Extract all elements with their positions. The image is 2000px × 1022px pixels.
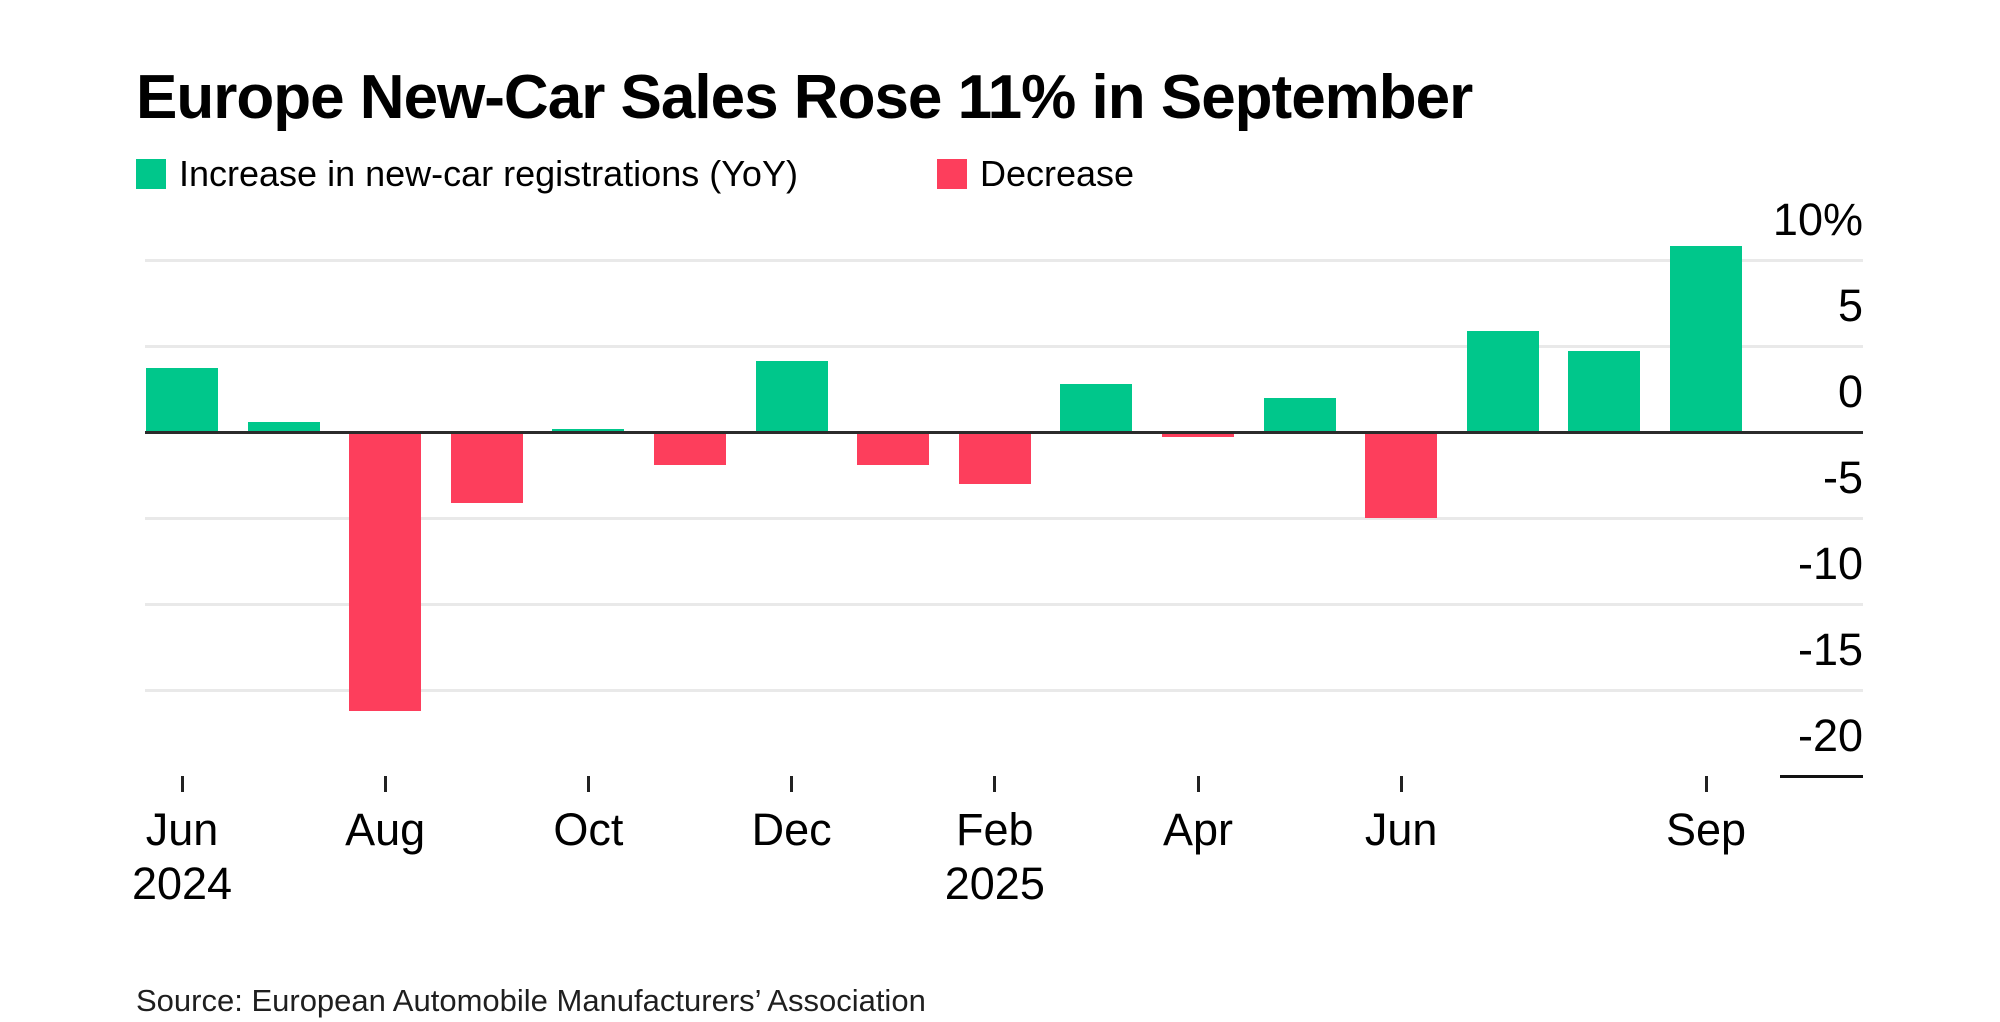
bar-jul-2024 bbox=[247, 421, 320, 432]
legend-decrease-label: Decrease bbox=[980, 153, 1135, 194]
bar-jun-2025 bbox=[1365, 432, 1438, 518]
gridline-5 bbox=[145, 344, 1863, 348]
x-axis-label-month: Aug bbox=[345, 804, 426, 855]
x-axis-label-month: Jun bbox=[145, 804, 219, 855]
zero-baseline bbox=[145, 430, 1863, 434]
x-axis-tick bbox=[790, 776, 794, 792]
x-axis-label-month: Apr bbox=[1162, 804, 1234, 855]
bar-dec-2024 bbox=[755, 361, 828, 432]
x-axis-label-year: 2025 bbox=[944, 858, 1045, 909]
x-axis-tick bbox=[586, 776, 590, 792]
bar-sep-2025 bbox=[1670, 246, 1742, 432]
x-axis-tick bbox=[180, 776, 184, 792]
x-axis-label-month: Feb bbox=[956, 804, 1034, 855]
bar-may-2025 bbox=[1263, 397, 1336, 432]
y-axis-label: -20 bbox=[1797, 710, 1863, 761]
gridline--10 bbox=[145, 602, 1863, 606]
legend-increase-swatch bbox=[136, 159, 166, 189]
bar-apr-2025 bbox=[1162, 432, 1234, 438]
legend-decrease-swatch bbox=[937, 159, 967, 189]
legend-item-decrease: Decrease bbox=[937, 153, 1134, 194]
x-axis-label-month: Dec bbox=[751, 804, 832, 855]
bar-nov-2024 bbox=[654, 432, 726, 465]
bar-sep-2024 bbox=[450, 432, 523, 503]
chart-title: Europe New-Car Sales Rose 11% in Septemb… bbox=[136, 63, 1473, 132]
x-axis-tick bbox=[1704, 776, 1708, 792]
gridline--15 bbox=[145, 688, 1863, 692]
bar-mar-2025 bbox=[1060, 383, 1133, 432]
legend-increase-label: Increase in new-car registrations (YoY) bbox=[179, 153, 798, 194]
bar-feb-2025 bbox=[958, 432, 1031, 484]
y-axis-label: 5 bbox=[1837, 280, 1863, 331]
x-axis-label-month: Jun bbox=[1364, 804, 1438, 855]
y-axis-label: -10 bbox=[1797, 538, 1863, 589]
source-note: Source: European Automobile Manufacturer… bbox=[136, 983, 926, 1018]
gridline--5 bbox=[145, 516, 1863, 520]
x-axis-label-month: Sep bbox=[1665, 804, 1747, 855]
x-axis-tick bbox=[993, 776, 997, 792]
y-axis-label: -5 bbox=[1822, 452, 1863, 503]
y-axis-label: -15 bbox=[1797, 624, 1863, 675]
bar-jan-2025 bbox=[857, 432, 930, 465]
x-axis-label-month: Oct bbox=[553, 804, 624, 855]
y-axis-end-line bbox=[1780, 774, 1863, 778]
bar-jul-2025 bbox=[1466, 330, 1539, 432]
gridline-10 bbox=[145, 258, 1863, 262]
bar-oct-2024 bbox=[552, 428, 625, 432]
bar-aug-2025 bbox=[1568, 351, 1641, 432]
legend-item-increase: Increase in new-car registrations (YoY) bbox=[136, 153, 798, 194]
y-axis-label: 0 bbox=[1837, 366, 1863, 417]
bar-aug-2024 bbox=[349, 432, 422, 711]
bar-jun-2024 bbox=[146, 368, 218, 432]
x-axis-tick bbox=[1399, 776, 1403, 792]
x-axis-tick bbox=[1196, 776, 1200, 792]
x-axis-tick bbox=[383, 776, 387, 792]
x-axis-label-year: 2024 bbox=[131, 858, 233, 909]
y-axis-label: 10% bbox=[1772, 194, 1863, 245]
